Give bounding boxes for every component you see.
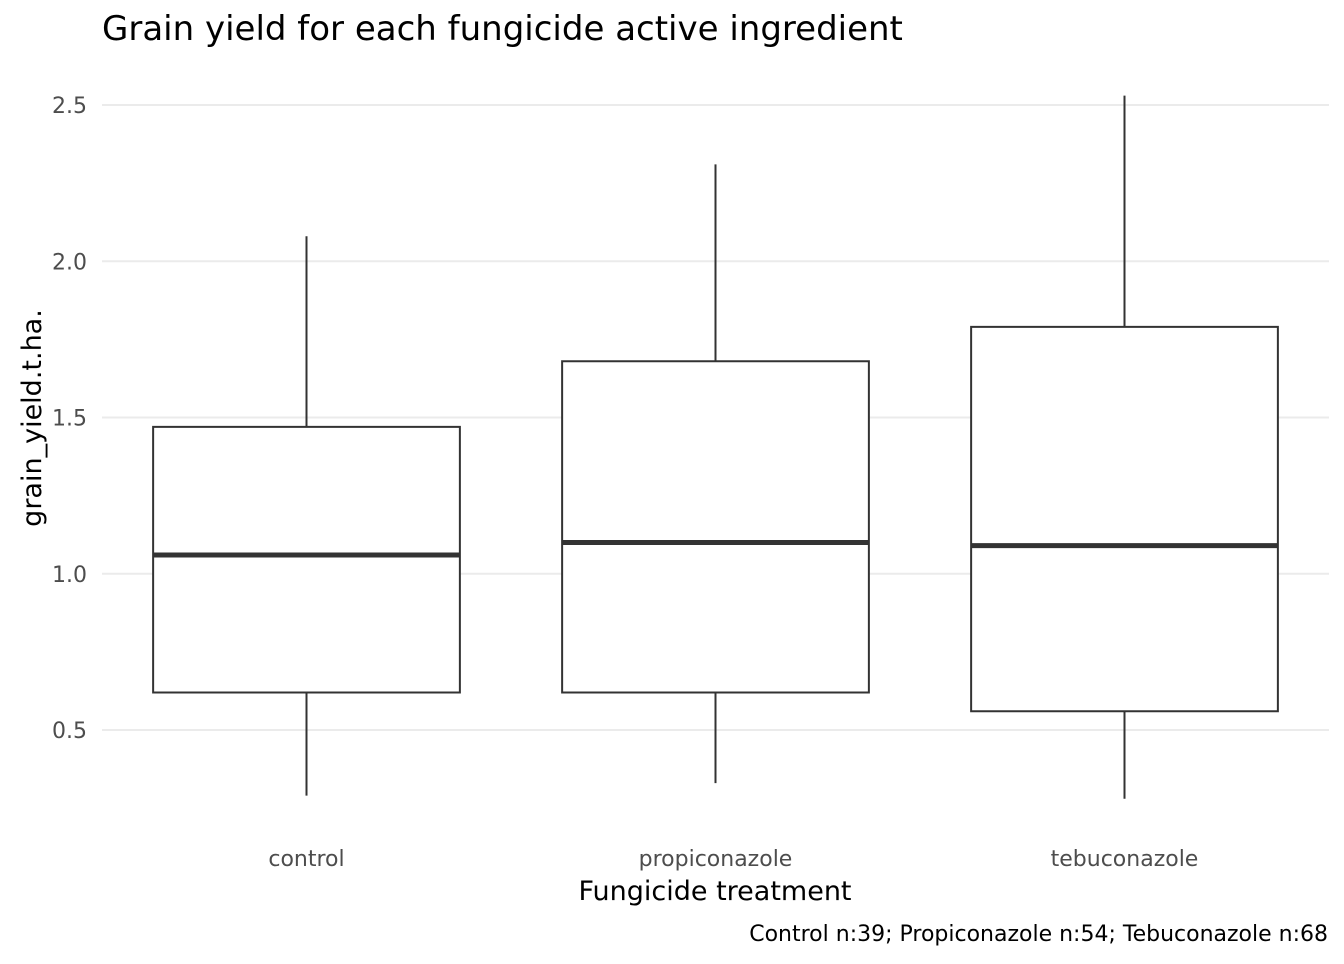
box-propiconazole bbox=[561, 164, 870, 784]
box-iqr bbox=[152, 425, 461, 694]
y-tick-label: 0.5 bbox=[52, 719, 87, 744]
box-iqr bbox=[561, 360, 870, 694]
chart-caption: Control n:39; Propiconazole n:54; Tebuco… bbox=[749, 922, 1328, 947]
box-tebuconazole bbox=[970, 95, 1279, 799]
box-iqr bbox=[970, 325, 1279, 713]
x-axis-title: Fungicide treatment bbox=[578, 876, 851, 907]
x-tick-label: control bbox=[268, 847, 344, 872]
x-tick-label: tebuconazole bbox=[1051, 847, 1199, 872]
y-tick-label: 2.5 bbox=[52, 94, 87, 119]
y-axis-title: grain_yield.t.ha. bbox=[17, 309, 48, 527]
x-tick-label: propiconazole bbox=[639, 847, 793, 872]
y-axis-ticks: 0.5 1.0 1.5 2.0 2.5 bbox=[52, 94, 87, 744]
chart-title: Grain yield for each fungicide active in… bbox=[102, 9, 903, 49]
y-tick-label: 1.0 bbox=[52, 563, 87, 588]
box-control bbox=[152, 236, 461, 796]
y-tick-label: 2.0 bbox=[52, 250, 87, 275]
boxes bbox=[152, 95, 1279, 799]
y-tick-label: 1.5 bbox=[52, 407, 87, 432]
x-axis-ticks: control propiconazole tebuconazole bbox=[268, 847, 1198, 872]
